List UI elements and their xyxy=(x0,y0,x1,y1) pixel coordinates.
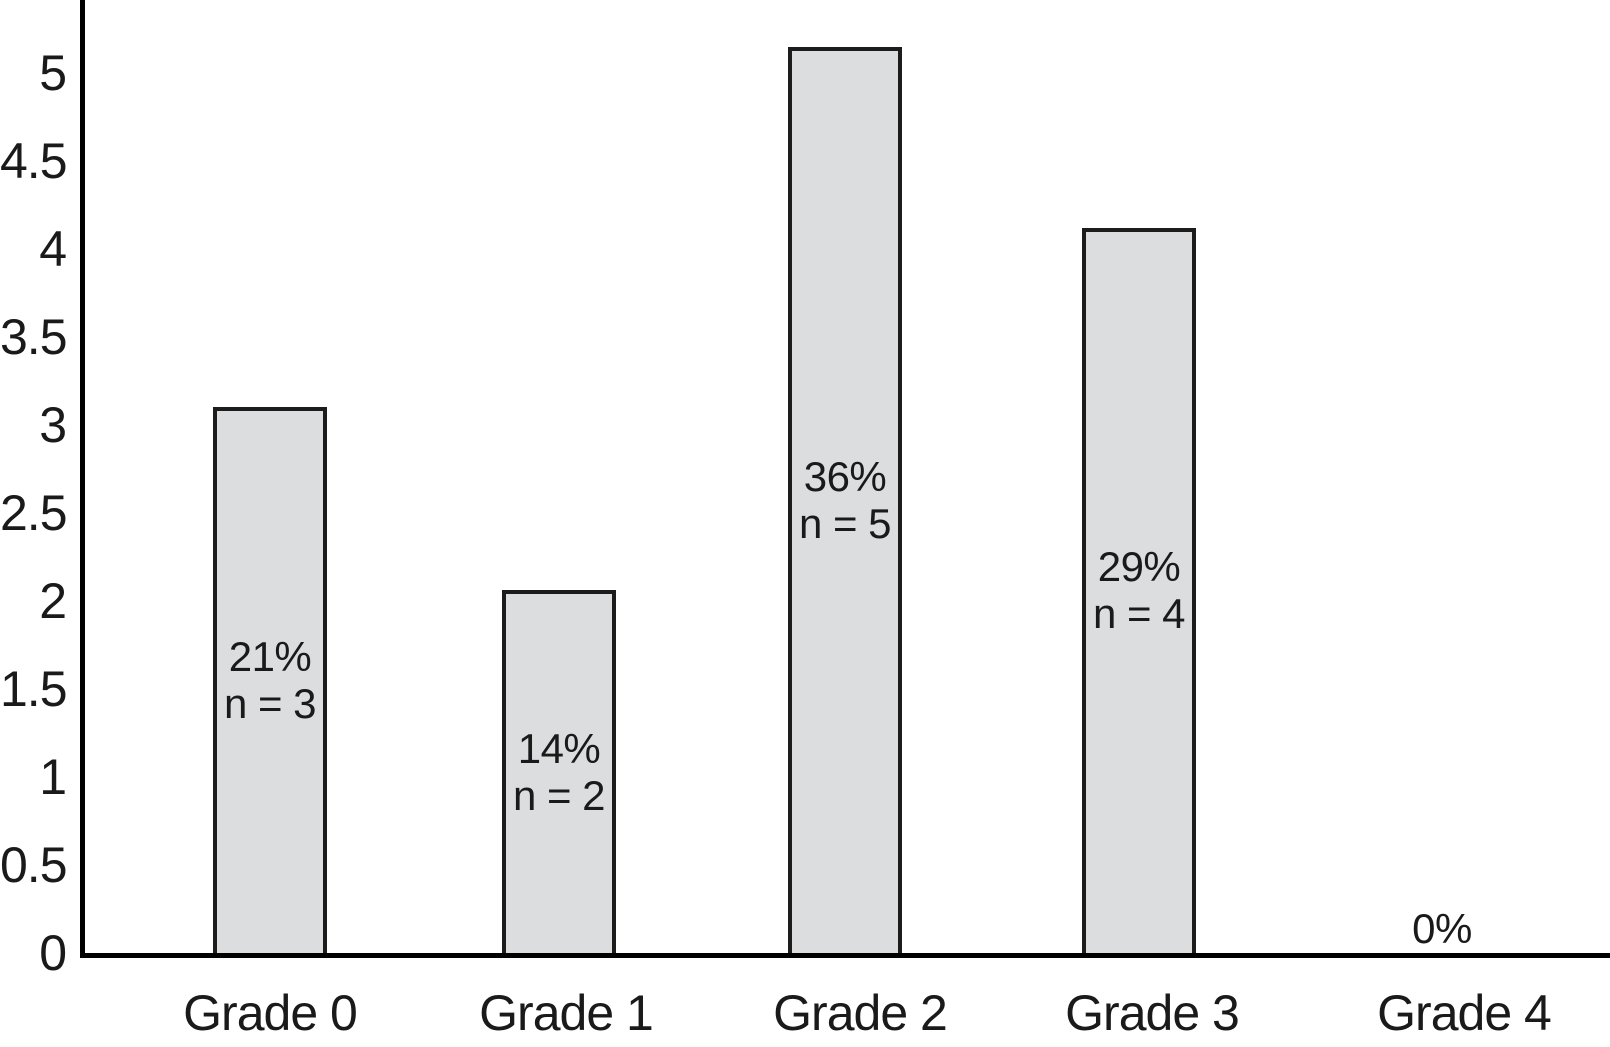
y-tick-label: 3 xyxy=(39,397,67,453)
bar-annotation-line: 14% xyxy=(517,724,601,772)
bar-grade-1 xyxy=(502,590,616,953)
bar-annotation-line: n = 5 xyxy=(798,499,892,547)
bar-annotation: 14% n = 2 xyxy=(512,724,606,819)
category-label-grade-2: Grade 2 xyxy=(773,985,948,1041)
bar-annotation-line: n = 4 xyxy=(1092,590,1186,638)
category-label-grade-4: Grade 4 xyxy=(1377,985,1552,1041)
bar-annotation: 36% n = 5 xyxy=(798,452,892,547)
bar-annotation-line: n = 3 xyxy=(223,680,317,728)
bar-annotation-line: 21% xyxy=(228,633,312,681)
bar-grade-0 xyxy=(213,407,327,953)
bar-annotation: 29% n = 4 xyxy=(1092,543,1186,638)
bar-annotation: 21% n = 3 xyxy=(223,633,317,728)
bar-grade-3 xyxy=(1082,227,1196,953)
bar-annotation-line: 29% xyxy=(1097,543,1181,591)
y-tick-label: 4 xyxy=(39,221,67,277)
y-tick-label: 0 xyxy=(39,925,67,981)
y-tick-label: 1 xyxy=(39,749,67,805)
x-axis-line xyxy=(80,953,1610,958)
zero-percent-label: 0% xyxy=(1412,905,1472,952)
y-tick-label: 2.5 xyxy=(0,485,68,541)
y-tick-label: 3.5 xyxy=(0,309,68,365)
bar-grade-2 xyxy=(788,46,902,953)
bar-annotation-line: 36% xyxy=(803,452,887,500)
y-tick-label: 1.5 xyxy=(0,661,68,717)
category-label-grade-1: Grade 1 xyxy=(479,985,654,1041)
y-tick-label: 0.5 xyxy=(0,837,68,893)
y-tick-label: 5 xyxy=(39,45,67,101)
y-axis-line xyxy=(80,0,85,958)
category-label-grade-3: Grade 3 xyxy=(1065,985,1240,1041)
y-tick-label: 2 xyxy=(39,573,67,629)
category-label-grade-0: Grade 0 xyxy=(183,985,358,1041)
bar-annotation-line: n = 2 xyxy=(512,771,606,819)
y-tick-label: 4.5 xyxy=(0,133,68,189)
